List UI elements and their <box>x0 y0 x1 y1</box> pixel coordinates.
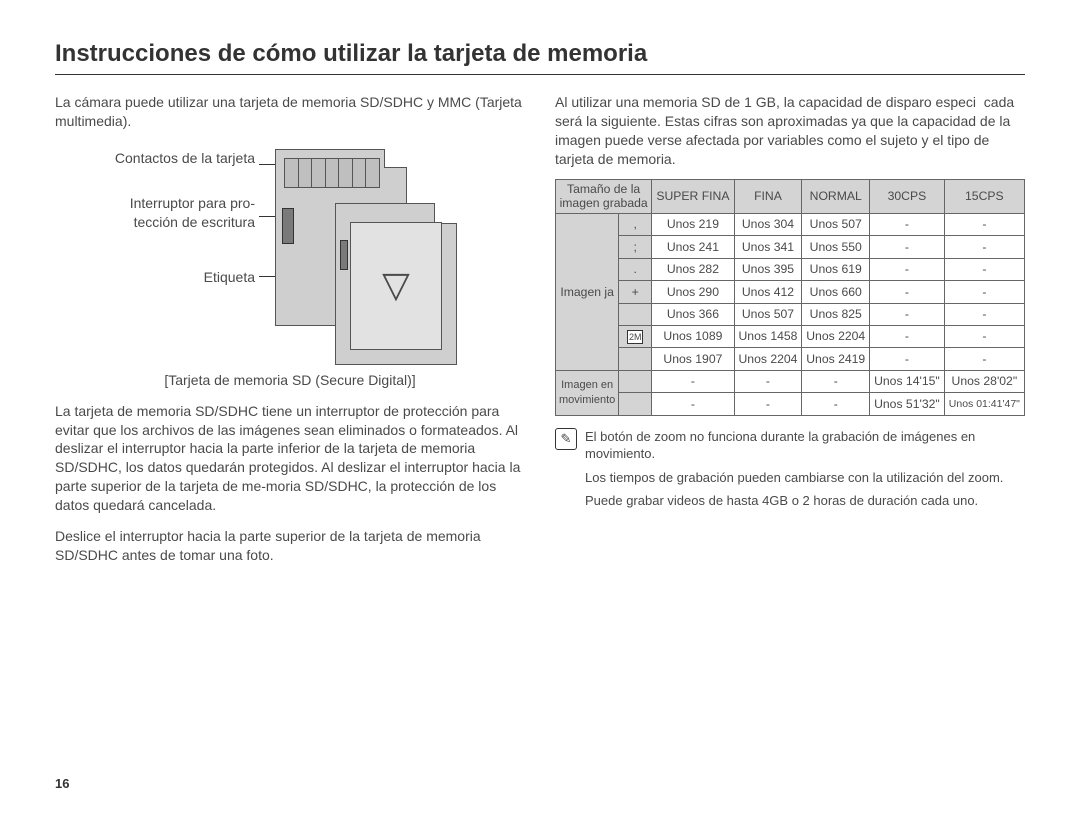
capacity-cell: - <box>944 325 1024 347</box>
card-label-area: ▽ <box>350 222 442 350</box>
write-protect-switch-icon <box>282 208 294 244</box>
callout-switch: Interruptor para pro- tección de escritu… <box>55 194 255 232</box>
capacity-cell: Unos 412 <box>734 281 802 303</box>
callout-contacts: Contactos de la tarjeta <box>55 149 255 168</box>
capacity-cell: Unos 01:41'47" <box>944 393 1024 415</box>
row-size-symbol: . <box>619 258 652 280</box>
note-text: El botón de zoom no funciona durante la … <box>585 428 1025 516</box>
small-sd-card: ▽ <box>335 203 457 365</box>
arrow-down-icon: ▽ <box>382 261 410 310</box>
th-normal: NORMAL <box>802 179 870 213</box>
capacity-cell: Unos 660 <box>802 281 870 303</box>
capacity-cell: - <box>802 393 870 415</box>
capacity-cell: Unos 366 <box>652 303 734 325</box>
callout-label: Etiqueta <box>55 268 255 287</box>
capacity-cell: - <box>652 370 734 392</box>
capacity-cell: - <box>944 348 1024 370</box>
image-size-2m-icon: 2M <box>627 330 643 344</box>
capacity-cell: Unos 507 <box>734 303 802 325</box>
row-header-still: Imagen ja <box>556 213 619 370</box>
capacity-cell: Unos 282 <box>652 258 734 280</box>
capacity-cell: Unos 219 <box>652 213 734 235</box>
th-30cps: 30CPS <box>870 179 945 213</box>
page-number: 16 <box>55 776 69 791</box>
capacity-cell: Unos 2204 <box>734 348 802 370</box>
capacity-cell: - <box>870 325 945 347</box>
capacity-cell: - <box>870 236 945 258</box>
right-column: Al utilizar una memoria SD de 1 GB, la c… <box>555 93 1025 577</box>
capacity-cell: - <box>652 393 734 415</box>
capacity-cell: Unos 550 <box>802 236 870 258</box>
left-column: La cámara puede utilizar una tarjeta de … <box>55 93 525 577</box>
capacity-cell: - <box>944 236 1024 258</box>
capacity-cell: - <box>734 393 802 415</box>
left-para-1: La tarjeta de memoria SD/SDHC tiene un i… <box>55 402 525 515</box>
capacity-cell: - <box>870 258 945 280</box>
capacity-cell: - <box>944 303 1024 325</box>
capacity-cell: - <box>870 213 945 235</box>
capacity-cell: Unos 619 <box>802 258 870 280</box>
note-2: Los tiempos de grabación pueden cambiars… <box>585 469 1025 487</box>
row-header-video: Imagen en movimiento <box>556 370 619 415</box>
th-superfina: SUPER FINA <box>652 179 734 213</box>
capacity-cell: Unos 1089 <box>652 325 734 347</box>
capacity-cell: Unos 341 <box>734 236 802 258</box>
capacity-cell: - <box>870 348 945 370</box>
capacity-cell: Unos 304 <box>734 213 802 235</box>
note-3: Puede grabar videos de hasta 4GB o 2 hor… <box>585 492 1025 510</box>
th-size: Tamaño de la imagen grabada <box>556 179 652 213</box>
capacity-cell: Unos 14'15" <box>870 370 945 392</box>
capacity-cell: - <box>802 370 870 392</box>
capacity-cell: Unos 825 <box>802 303 870 325</box>
capacity-cell: Unos 1458 <box>734 325 802 347</box>
capacity-cell: Unos 1907 <box>652 348 734 370</box>
sd-card-diagram: Contactos de la tarjeta Interruptor para… <box>55 143 525 363</box>
th-fina: FINA <box>734 179 802 213</box>
card-contacts-icon <box>284 158 380 188</box>
page-title: Instrucciones de cómo utilizar la tarjet… <box>55 40 1025 75</box>
capacity-cell: - <box>870 303 945 325</box>
row-size-symbol: 2M <box>619 325 652 347</box>
capacity-cell: - <box>870 281 945 303</box>
note-icon: ✎ <box>555 428 577 450</box>
capacity-cell: - <box>734 370 802 392</box>
th-15cps: 15CPS <box>944 179 1024 213</box>
capacity-cell: Unos 241 <box>652 236 734 258</box>
row-size-symbol <box>619 393 652 415</box>
row-size-symbol: + <box>619 281 652 303</box>
left-para-2: Deslice el interruptor hacia la parte su… <box>55 527 525 565</box>
right-intro: Al utilizar una memoria SD de 1 GB, la c… <box>555 93 1025 169</box>
row-size-symbol <box>619 303 652 325</box>
capacity-table: Tamaño de la imagen grabada SUPER FINA F… <box>555 179 1025 416</box>
capacity-cell: Unos 2419 <box>802 348 870 370</box>
capacity-cell: - <box>944 258 1024 280</box>
capacity-cell: Unos 28'02" <box>944 370 1024 392</box>
note-1: El botón de zoom no funciona durante la … <box>585 428 1025 463</box>
row-size-symbol: , <box>619 213 652 235</box>
row-size-symbol: ; <box>619 236 652 258</box>
left-intro: La cámara puede utilizar una tarjeta de … <box>55 93 525 131</box>
row-size-symbol <box>619 348 652 370</box>
capacity-cell: Unos 507 <box>802 213 870 235</box>
capacity-cell: Unos 2204 <box>802 325 870 347</box>
row-size-symbol <box>619 370 652 392</box>
capacity-cell: Unos 51'32" <box>870 393 945 415</box>
capacity-cell: - <box>944 281 1024 303</box>
capacity-cell: Unos 290 <box>652 281 734 303</box>
capacity-cell: Unos 395 <box>734 258 802 280</box>
diagram-caption: [Tarjeta de memoria SD (Secure Digital)] <box>55 371 525 390</box>
capacity-cell: - <box>944 213 1024 235</box>
